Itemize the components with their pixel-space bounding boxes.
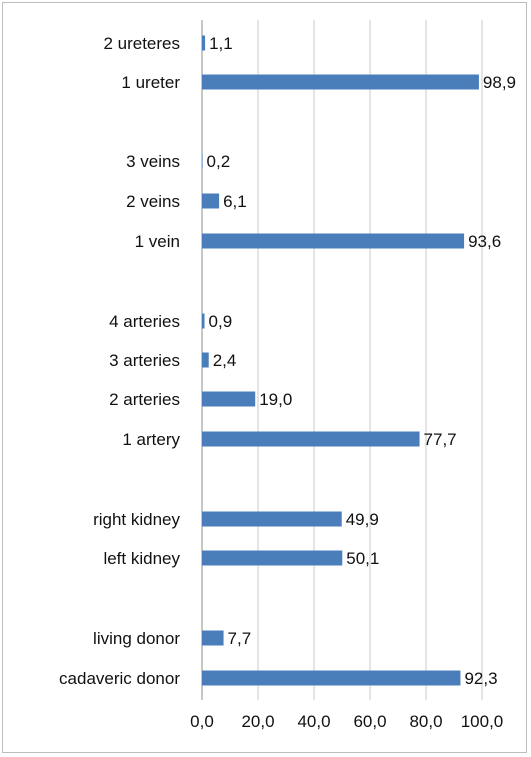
bar-right-kidney (202, 511, 342, 527)
x-tick-label: 40,0 (297, 712, 330, 731)
category-label: 1 vein (135, 232, 180, 251)
x-tick-label: 20,0 (241, 712, 274, 731)
x-tick-label: 0,0 (190, 712, 214, 731)
category-label: 3 veins (126, 152, 180, 171)
category-labels: 2 ureteres 1 ureter 3 veins 2 veins 1 vein 4 … (59, 34, 180, 688)
x-tick-labels: 0,0 20,0 40,0 60,0 80,0 100,0 (190, 712, 503, 731)
category-label: 2 veins (126, 192, 180, 211)
value-label: 50,1 (346, 549, 379, 568)
x-tick-label: 60,0 (353, 712, 386, 731)
bar-1-vein (202, 233, 465, 249)
bar-2-arteries (202, 391, 256, 407)
category-label: 3 arteries (109, 351, 180, 370)
value-labels: 1,1 98,9 0,2 6,1 93,6 0,9 2,4 19,0 77,7 49,9 50,1 7… (207, 34, 516, 688)
bars (202, 35, 479, 686)
bar-1-ureter (202, 74, 479, 90)
bar-living-donor (202, 630, 224, 646)
bar-3-veins (202, 153, 203, 169)
bar-4-arteries (202, 313, 205, 329)
value-label: 1,1 (209, 34, 233, 53)
value-label: 93,6 (468, 232, 501, 251)
value-label: 0,2 (207, 152, 231, 171)
category-label: 4 arteries (109, 312, 180, 331)
x-tick-label: 80,0 (409, 712, 442, 731)
category-label: 1 artery (122, 430, 180, 449)
category-label: 1 ureter (121, 73, 180, 92)
value-label: 19,0 (259, 390, 292, 409)
category-label: left kidney (103, 549, 180, 568)
value-label: 98,9 (483, 73, 516, 92)
bar-left-kidney (202, 550, 343, 566)
value-label: 92,3 (464, 669, 497, 688)
value-label: 7,7 (228, 629, 252, 648)
category-label: 2 arteries (109, 390, 180, 409)
bar-1-artery (202, 431, 420, 447)
category-label: cadaveric donor (59, 669, 180, 688)
category-label: 2 ureteres (103, 34, 180, 53)
value-label: 6,1 (223, 192, 247, 211)
bar-2-veins (202, 193, 220, 209)
value-label: 2,4 (213, 351, 237, 370)
bar-cadaveric-donor (202, 670, 461, 686)
category-label: right kidney (93, 510, 180, 529)
value-label: 49,9 (346, 510, 379, 529)
gridlines (201, 20, 483, 700)
category-label: living donor (93, 629, 180, 648)
bar-2-ureteres (202, 35, 206, 51)
value-label: 0,9 (209, 312, 233, 331)
x-tick-label: 100,0 (461, 712, 504, 731)
value-label: 77,7 (424, 430, 457, 449)
bar-3-arteries (202, 352, 209, 368)
